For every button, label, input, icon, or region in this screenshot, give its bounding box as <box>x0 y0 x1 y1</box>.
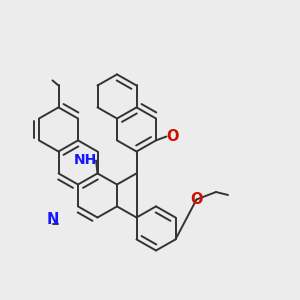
Text: N: N <box>46 212 59 226</box>
Text: O: O <box>167 129 179 144</box>
Text: NH: NH <box>74 154 97 167</box>
Text: O: O <box>190 192 203 207</box>
